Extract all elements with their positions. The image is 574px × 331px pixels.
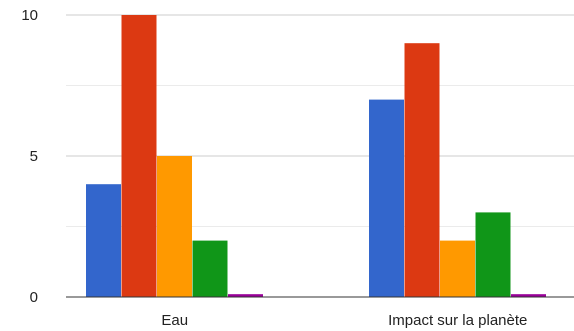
y-tick-label: 0 — [30, 289, 38, 306]
x-axis-categories: Eau Impact sur la planète — [161, 312, 527, 329]
x-category-label: Eau — [161, 312, 188, 329]
bar — [228, 294, 263, 297]
x-category-label: Impact sur la planète — [388, 312, 527, 329]
y-axis-ticks: 0 5 10 — [21, 7, 38, 306]
bar — [157, 156, 192, 297]
bars — [86, 15, 546, 298]
bar — [86, 184, 121, 297]
bar — [440, 240, 475, 297]
bar — [192, 240, 228, 297]
bar — [475, 212, 511, 297]
y-tick-label: 5 — [30, 148, 38, 165]
bar — [121, 15, 157, 297]
y-tick-label: 10 — [21, 7, 38, 24]
bar — [369, 99, 404, 297]
bar — [404, 43, 440, 298]
bar — [511, 294, 546, 297]
